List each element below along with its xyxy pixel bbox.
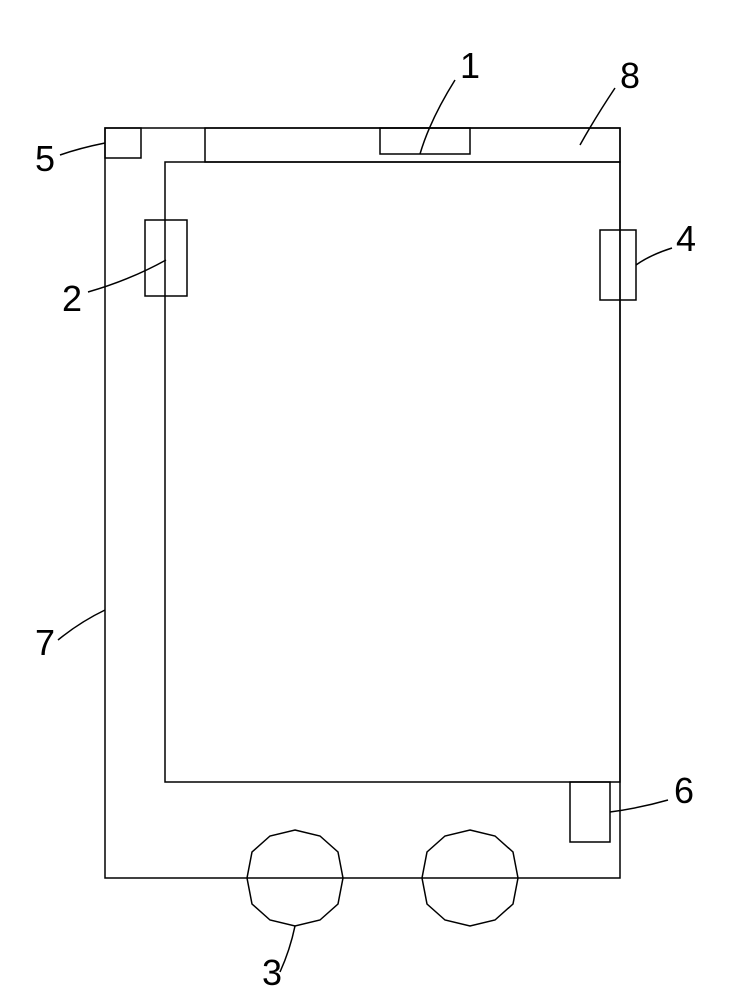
leader-1 [420,80,455,154]
leader-3 [280,926,295,972]
label-3: 3 [262,952,282,994]
label-8: 8 [620,55,640,97]
label-6: 6 [674,770,694,812]
outer-rect [105,128,620,878]
box-right [600,230,636,300]
leader-5 [60,143,105,155]
box-bottomright [570,782,610,842]
leader-4 [636,248,672,265]
leader-7 [58,610,105,640]
label-2: 2 [62,278,82,320]
leader-2 [88,260,166,292]
leader-6 [610,800,668,812]
diagram-container: 1 2 3 4 5 6 7 8 [0,0,731,1000]
box-left [145,220,187,296]
top-bar [205,128,620,162]
diagram-svg [0,0,731,1000]
label-4: 4 [676,218,696,260]
label-1: 1 [460,45,480,87]
label-7: 7 [35,622,55,664]
label-5: 5 [35,138,55,180]
leader-8 [580,88,615,145]
small-box-topleft [105,128,141,158]
inner-rect [165,162,620,782]
